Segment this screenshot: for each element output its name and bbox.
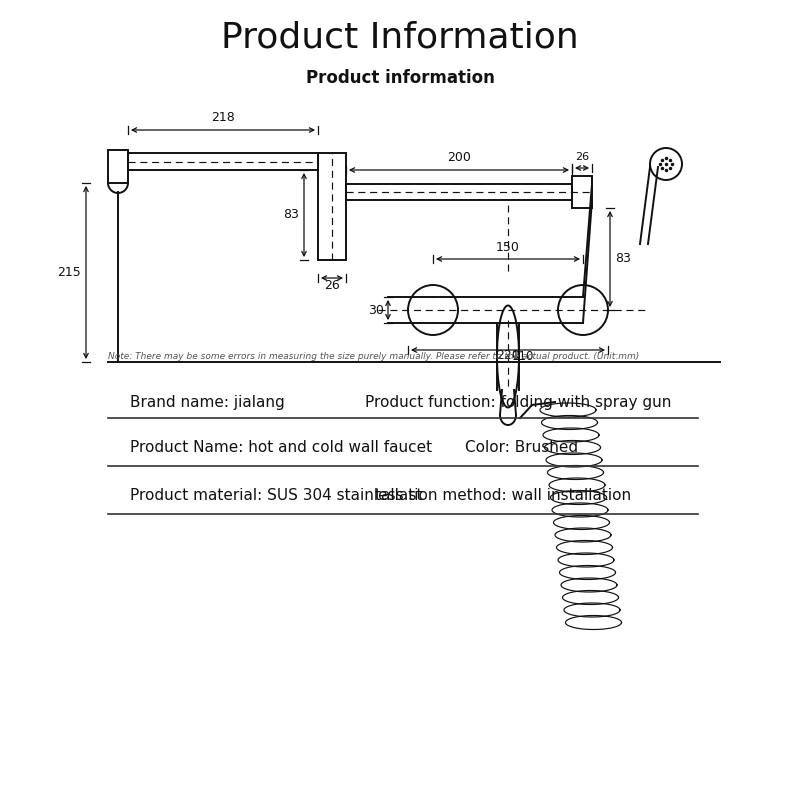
Text: 83: 83 (283, 209, 299, 222)
Text: Product Name: hot and cold wall faucet: Product Name: hot and cold wall faucet (130, 441, 432, 455)
Bar (108, 150, 128, 183)
Text: 110: 110 (512, 350, 534, 363)
Text: Note: There may be some errors in measuring the size purely manually. Please ref: Note: There may be some errors in measur… (108, 352, 639, 361)
Text: 26: 26 (575, 152, 589, 162)
Text: 215: 215 (58, 266, 81, 279)
Text: Color: Brushed: Color: Brushed (465, 441, 578, 455)
Text: 150: 150 (496, 241, 520, 254)
Bar (572, 176, 592, 208)
Text: Product Information: Product Information (221, 21, 579, 55)
Text: Product function: folding with spray gun: Product function: folding with spray gun (365, 394, 671, 410)
Text: 26: 26 (324, 279, 340, 292)
Bar (346, 184, 572, 200)
Text: 218: 218 (211, 111, 235, 124)
Text: Product material: SUS 304 stainless st: Product material: SUS 304 stainless st (130, 489, 422, 503)
Text: 83: 83 (615, 253, 631, 266)
Text: 220: 220 (496, 349, 520, 362)
Text: tallation method: wall installation: tallation method: wall installation (375, 489, 631, 503)
Text: 30: 30 (368, 303, 384, 317)
Text: 200: 200 (447, 151, 471, 164)
Bar (318, 153, 346, 260)
Text: Product information: Product information (306, 69, 494, 87)
Text: Brand name: jialang: Brand name: jialang (130, 394, 285, 410)
Bar (128, 153, 318, 170)
